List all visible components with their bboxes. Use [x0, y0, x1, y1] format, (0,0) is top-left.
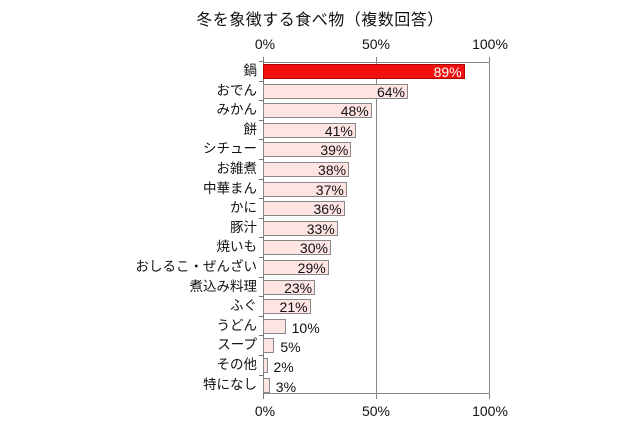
bar	[263, 142, 352, 158]
y-tick	[259, 119, 263, 121]
category-label: おしるこ・ぜんざい	[135, 259, 258, 275]
bar	[263, 181, 347, 197]
bar	[263, 299, 311, 315]
y-tick	[259, 100, 263, 102]
gridline-50	[376, 57, 377, 399]
gridline-100	[489, 57, 490, 399]
value-label: 37%	[315, 181, 344, 198]
y-tick	[259, 237, 263, 239]
category-label: お雑煮	[216, 161, 258, 177]
value-label: 39%	[320, 142, 349, 159]
y-tick	[259, 217, 263, 219]
y-tick	[259, 80, 263, 82]
value-label: 33%	[306, 220, 335, 237]
category-label: かに	[230, 200, 257, 217]
bar	[263, 201, 345, 217]
bar	[263, 240, 331, 256]
value-label: 41%	[324, 122, 353, 139]
category-label: 豚汁	[230, 219, 257, 236]
y-tick	[259, 296, 263, 298]
category-label: 特になし	[203, 376, 257, 393]
bar	[263, 83, 408, 99]
value-label: 5%	[280, 339, 301, 356]
x-tick-top-100: 100%	[472, 36, 508, 52]
value-label: 38%	[318, 162, 347, 178]
bar	[263, 103, 372, 119]
x-tick-bottom-0: 0%	[254, 403, 276, 419]
value-label: 36%	[313, 201, 342, 218]
value-label: 64%	[376, 83, 405, 100]
category-label: スープ	[217, 337, 257, 354]
bar	[263, 338, 275, 354]
bar	[263, 377, 270, 393]
bar	[263, 358, 268, 373]
category-label: シチュー	[203, 141, 257, 158]
y-tick	[259, 159, 263, 160]
value-label: 10%	[291, 319, 320, 336]
value-label: 23%	[284, 279, 313, 296]
category-label: 餅	[243, 121, 258, 138]
bar	[263, 64, 465, 79]
y-tick	[259, 355, 263, 356]
y-tick	[259, 374, 263, 376]
value-label: 29%	[297, 260, 326, 276]
category-label: みかん	[216, 102, 258, 119]
bar	[263, 318, 286, 334]
y-tick	[259, 61, 263, 62]
value-label: 3%	[275, 378, 297, 395]
category-label: うどん	[216, 317, 258, 334]
value-label: 2%	[273, 359, 294, 375]
bar	[263, 260, 329, 275]
category-label: ふぐ	[230, 298, 257, 315]
value-label: 48%	[340, 103, 369, 120]
value-label: 30%	[299, 240, 328, 257]
category-label: おでん	[216, 82, 258, 99]
y-tick	[259, 276, 263, 278]
category-label: 鍋	[243, 63, 258, 79]
chart-title: 冬を象徴する食べ物（複数回答）	[196, 10, 444, 29]
bar	[263, 162, 350, 177]
y-tick	[259, 315, 263, 317]
bar	[263, 122, 356, 138]
x-tick-top-50: 50%	[361, 36, 391, 52]
y-tick	[259, 178, 263, 180]
y-tick	[259, 139, 263, 141]
x-tick-bottom-50: 50%	[361, 403, 391, 419]
bar	[263, 220, 338, 236]
category-label: 焼いも	[216, 239, 258, 256]
category-label: その他	[216, 357, 258, 373]
y-tick	[259, 335, 263, 337]
category-label: 中華まん	[203, 180, 257, 197]
category-label: 煮込み料理	[189, 278, 258, 295]
y-tick	[259, 257, 263, 258]
x-tick-bottom-100: 100%	[472, 403, 508, 419]
bar	[263, 279, 316, 295]
value-label: 21%	[279, 299, 308, 316]
value-label: 89%	[433, 64, 462, 80]
y-tick	[259, 198, 263, 200]
x-tick-top-0: 0%	[254, 36, 276, 52]
